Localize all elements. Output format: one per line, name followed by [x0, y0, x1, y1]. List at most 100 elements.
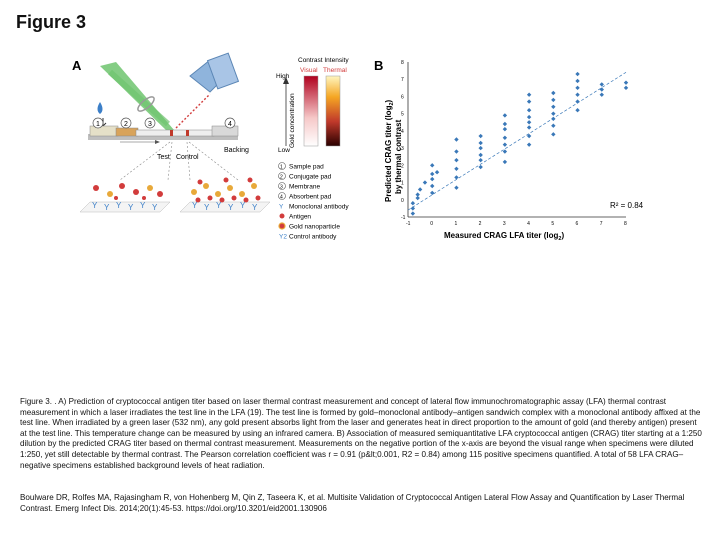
membrane — [135, 129, 215, 137]
test-line — [170, 130, 173, 136]
x-tick-label: 4 — [527, 221, 530, 227]
legend-antigen: Antigen — [289, 214, 311, 221]
data-point — [526, 114, 532, 120]
legend-absorbent-pad: Absorbent pad — [289, 194, 332, 201]
panel-a-label: A — [72, 58, 82, 73]
conjugate-pad — [115, 127, 139, 137]
data-point — [526, 120, 532, 125]
y-tick-label: 8 — [401, 60, 404, 66]
data-point — [526, 125, 532, 130]
membrane-control-zoom — [179, 201, 271, 213]
data-point — [502, 159, 508, 165]
data-point — [430, 176, 435, 182]
svg-text:Y: Y — [204, 203, 210, 212]
y-tick-label: 3 — [401, 146, 404, 152]
panel-a-legend: 1 Sample pad 2 Conjugate pad 3 Membrane … — [278, 162, 349, 241]
svg-text:2: 2 — [280, 175, 283, 181]
data-point — [454, 157, 459, 163]
strip-num-1: 1 — [96, 121, 100, 128]
panel-b-scatter-chart: B -1 0 1 2 3 4 5 6 7 8 -1 0 1 2 3 4 5 6 7 8 Predicted CRAG … — [374, 58, 644, 242]
data-point — [478, 133, 483, 139]
backing-label: Backing — [224, 147, 249, 154]
data-point — [478, 164, 483, 170]
sample-drop-icon — [97, 102, 103, 114]
x-tick-label: 6 — [576, 221, 579, 227]
fit-line — [407, 72, 627, 211]
svg-text:Y: Y — [140, 201, 146, 210]
y-tick-label: 2 — [401, 163, 404, 169]
data-point — [502, 142, 508, 147]
data-point — [526, 99, 532, 104]
test-label: Test — [157, 154, 170, 161]
y-tick-label: 1 — [401, 181, 404, 187]
legend-gold-nanoparticle: Gold nanoparticle — [289, 224, 340, 231]
x-axis-label: Measured CRAG LFA titer (log2) — [444, 231, 564, 242]
data-point — [430, 183, 435, 189]
data-point — [502, 113, 508, 118]
contrast-intensity-label: Contrast Intensity — [298, 57, 349, 64]
svg-text:Y: Y — [216, 201, 222, 210]
data-point — [551, 90, 556, 96]
data-point — [623, 80, 629, 85]
data-point — [478, 140, 483, 146]
data-point — [502, 135, 508, 140]
data-point — [410, 206, 416, 211]
legend-monoclonal-antibody: Monoclonal antibody — [289, 204, 349, 211]
svg-text:Y: Y — [252, 203, 258, 212]
lens-icon — [137, 96, 155, 112]
data-point — [478, 152, 483, 158]
svg-text:3: 3 — [280, 185, 283, 191]
y-tick-label: 6 — [401, 94, 404, 100]
x-tick-label: 5 — [551, 221, 554, 227]
data-point — [478, 157, 483, 163]
data-point — [422, 180, 428, 185]
y-axis-label-line2: by thermal contrast — [394, 119, 403, 194]
data-point — [551, 111, 556, 116]
x-tick-label: 1 — [454, 221, 457, 227]
visual-label: Visual — [300, 67, 318, 74]
svg-text:Y: Y — [104, 203, 110, 212]
data-point — [575, 92, 580, 97]
backing — [88, 134, 238, 140]
strip-num-2: 2 — [124, 121, 128, 128]
data-point — [410, 211, 416, 216]
figure-citation: Boulware DR, Rolfes MA, Rajasingham R, v… — [20, 493, 685, 513]
data-point — [551, 97, 556, 103]
data-point — [551, 132, 556, 137]
membrane-test-zoom — [79, 201, 171, 213]
y-tick-label: 0 — [401, 198, 404, 204]
data-point — [575, 85, 580, 91]
laser-icon — [100, 62, 174, 132]
control-line — [186, 130, 189, 136]
legend-sample-pad: Sample pad — [289, 164, 324, 171]
data-point — [430, 163, 435, 168]
data-point — [502, 121, 508, 127]
visual-scale — [303, 75, 319, 147]
data-point — [551, 116, 556, 122]
data-point — [454, 137, 459, 142]
data-point — [599, 82, 604, 87]
svg-text:Y: Y — [228, 203, 234, 212]
data-point — [526, 92, 532, 97]
x-tick-label: 7 — [600, 221, 603, 227]
figure-title: Figure 3 — [16, 12, 87, 32]
data-point — [430, 190, 435, 196]
data-point — [526, 133, 532, 139]
data-point — [551, 123, 556, 128]
emission-line — [175, 93, 211, 129]
absorbent-pad — [211, 125, 239, 137]
thermal-label: Thermal — [323, 67, 347, 74]
svg-text:Y: Y — [92, 201, 98, 210]
svg-text:Y: Y — [240, 201, 246, 210]
sample-pad — [89, 125, 119, 137]
svg-text:1: 1 — [280, 165, 283, 171]
data-point — [410, 201, 416, 206]
data-point — [575, 71, 580, 77]
data-point — [599, 87, 604, 92]
svg-text:Y: Y — [116, 201, 122, 210]
gold-nanoparticle-icon — [278, 222, 286, 230]
data-point — [575, 99, 580, 104]
data-point — [415, 195, 420, 201]
high-label: High — [276, 73, 290, 80]
legend-membrane: Membrane — [289, 184, 320, 191]
